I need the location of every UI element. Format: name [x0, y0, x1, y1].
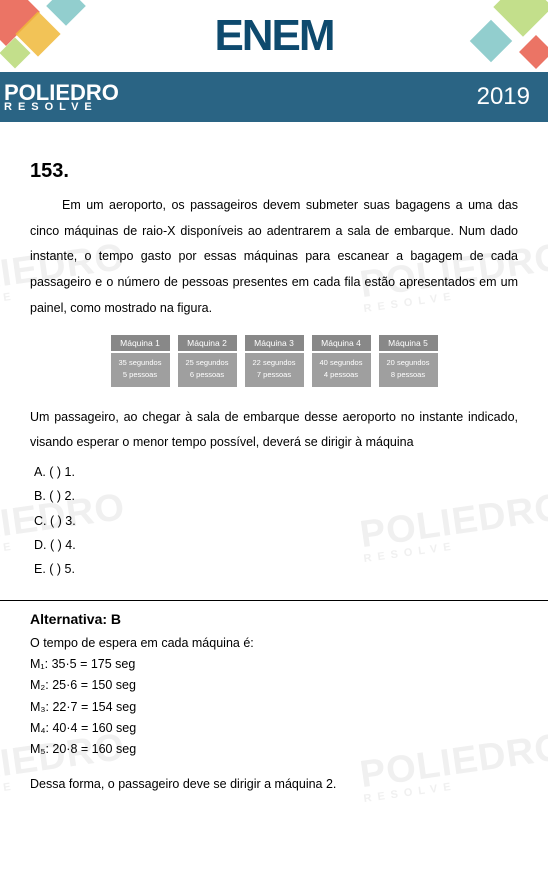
brand-box: POLIEDRO RESOLVE — [4, 82, 119, 113]
machine-box: Máquina 520 segundos8 pessoas — [377, 333, 440, 389]
machine-body: 35 segundos5 pessoas — [111, 353, 170, 387]
machine-time: 22 segundos — [245, 357, 304, 369]
header-top: ENEM — [0, 0, 548, 72]
option-item: C. ( ) 3. — [30, 509, 518, 533]
machine-box: Máquina 225 segundos6 pessoas — [176, 333, 239, 389]
machine-people: 5 pessoas — [111, 369, 170, 381]
machine-header: Máquina 2 — [178, 335, 237, 353]
machines-panel: Máquina 135 segundos5 pessoasMáquina 225… — [30, 333, 518, 389]
solution-calc-line: M₁: 35·5 = 175 seg — [30, 654, 518, 675]
deco-square — [46, 0, 86, 26]
machine-time: 20 segundos — [379, 357, 438, 369]
machine-body: 25 segundos6 pessoas — [178, 353, 237, 387]
enem-logo: ENEM — [214, 11, 333, 61]
machine-people: 4 pessoas — [312, 369, 371, 381]
deco-square — [519, 35, 548, 69]
solution-calc-line: M₄: 40·4 = 160 seg — [30, 718, 518, 739]
machine-header: Máquina 4 — [312, 335, 371, 353]
solution-intro: O tempo de espera em cada máquina é: — [30, 633, 518, 654]
option-item: D. ( ) 4. — [30, 533, 518, 557]
option-item: B. ( ) 2. — [30, 484, 518, 508]
question-text-2: Um passageiro, ao chegar à sala de embar… — [30, 405, 518, 454]
machine-body: 22 segundos7 pessoas — [245, 353, 304, 387]
machine-box: Máquina 322 segundos7 pessoas — [243, 333, 306, 389]
machine-people: 7 pessoas — [245, 369, 304, 381]
machine-box: Máquina 440 segundos4 pessoas — [310, 333, 373, 389]
machine-header: Máquina 1 — [111, 335, 170, 353]
machine-people: 6 pessoas — [178, 369, 237, 381]
machine-body: 40 segundos4 pessoas — [312, 353, 371, 387]
machine-header: Máquina 3 — [245, 335, 304, 353]
options-block: A. ( ) 1.B. ( ) 2.C. ( ) 3.D. ( ) 4.E. (… — [30, 460, 518, 582]
machine-body: 20 segundos8 pessoas — [379, 353, 438, 387]
header-bar: POLIEDRO RESOLVE 2019 — [0, 72, 548, 122]
machine-box: Máquina 135 segundos5 pessoas — [109, 333, 172, 389]
content-area: 153. Em um aeroporto, os passageiros dev… — [0, 122, 548, 816]
deco-square — [470, 20, 512, 62]
year-label: 2019 — [477, 83, 530, 111]
machine-people: 8 pessoas — [379, 369, 438, 381]
answer-label: Alternativa: B — [30, 611, 518, 627]
machine-time: 35 segundos — [111, 357, 170, 369]
solution-calc-line: M₃: 22·7 = 154 seg — [30, 697, 518, 718]
option-item: E. ( ) 5. — [30, 557, 518, 581]
solution-lines: M₁: 35·5 = 175 segM₂: 25·6 = 150 segM₃: … — [30, 654, 518, 760]
solution-calc-line: M₂: 25·6 = 150 seg — [30, 675, 518, 696]
question-text: Em um aeroporto, os passageiros devem su… — [30, 193, 518, 321]
solution-calc-line: M₅: 20·8 = 160 seg — [30, 739, 518, 760]
question-number: 153. — [30, 160, 518, 183]
machine-header: Máquina 5 — [379, 335, 438, 353]
machine-time: 40 segundos — [312, 357, 371, 369]
machine-time: 25 segundos — [178, 357, 237, 369]
section-divider — [0, 600, 548, 601]
solution-final: Dessa forma, o passageiro deve se dirigi… — [30, 774, 518, 795]
option-item: A. ( ) 1. — [30, 460, 518, 484]
